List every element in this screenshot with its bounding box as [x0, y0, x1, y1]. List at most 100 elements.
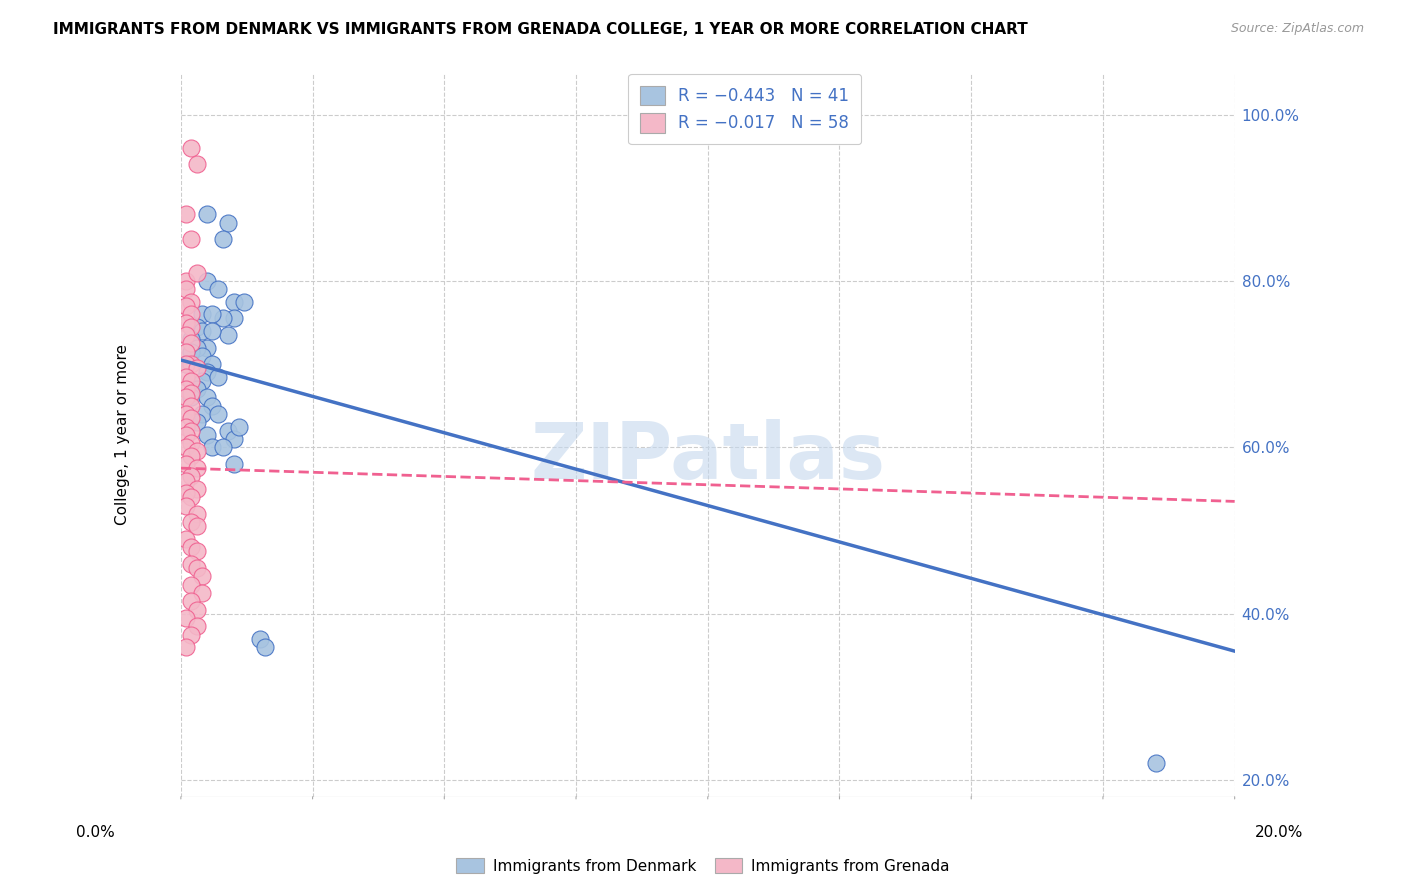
Legend: Immigrants from Denmark, Immigrants from Grenada: Immigrants from Denmark, Immigrants from… — [450, 852, 956, 880]
Point — [180, 294, 202, 309]
Point — [180, 627, 202, 641]
Point — [201, 357, 224, 371]
Point — [180, 577, 202, 591]
Point — [222, 294, 245, 309]
Point — [180, 540, 202, 554]
Point — [174, 391, 197, 405]
Point — [180, 436, 202, 450]
Point — [180, 449, 202, 463]
Point — [212, 232, 235, 246]
Point — [186, 361, 208, 376]
Point — [201, 399, 224, 413]
Point — [207, 282, 229, 296]
Point — [186, 602, 208, 616]
Point — [180, 557, 202, 571]
Point — [174, 440, 197, 454]
Point — [180, 411, 202, 425]
Point — [186, 382, 208, 396]
Point — [180, 332, 202, 346]
Text: Source: ZipAtlas.com: Source: ZipAtlas.com — [1230, 22, 1364, 36]
Point — [186, 341, 208, 355]
Point — [180, 594, 202, 608]
Point — [186, 544, 208, 558]
Point — [174, 357, 197, 371]
Point — [174, 428, 197, 442]
Point — [174, 282, 197, 296]
Point — [174, 369, 197, 384]
Point — [180, 307, 202, 321]
Point — [174, 532, 197, 546]
Text: 20.0%: 20.0% — [1256, 825, 1303, 840]
Point — [195, 428, 218, 442]
Point — [222, 432, 245, 446]
Point — [186, 561, 208, 575]
Point — [186, 482, 208, 496]
Point — [174, 474, 197, 488]
Point — [217, 424, 239, 438]
Point — [191, 407, 214, 421]
Point — [180, 344, 202, 359]
Point — [195, 341, 218, 355]
Point — [191, 307, 214, 321]
Point — [212, 440, 235, 454]
Point — [195, 274, 218, 288]
Point — [191, 586, 214, 600]
Point — [191, 374, 214, 388]
Point — [174, 499, 197, 513]
Point — [201, 440, 224, 454]
Point — [180, 424, 202, 438]
Point — [186, 157, 208, 171]
Point — [174, 419, 197, 434]
Point — [186, 461, 208, 475]
Point — [201, 307, 224, 321]
Point — [180, 399, 202, 413]
Point — [180, 391, 202, 405]
Point — [174, 640, 197, 654]
Text: ZIPatlas: ZIPatlas — [530, 418, 886, 494]
Point — [249, 632, 271, 646]
Point — [180, 336, 202, 351]
Point — [217, 216, 239, 230]
Point — [180, 319, 202, 334]
Point — [174, 299, 197, 313]
Point — [191, 324, 214, 338]
Point — [180, 469, 202, 483]
Point — [180, 232, 202, 246]
Point — [217, 328, 239, 343]
Point — [228, 419, 250, 434]
Point — [174, 407, 197, 421]
Point — [1144, 756, 1167, 771]
Point — [222, 311, 245, 326]
Point — [186, 507, 208, 521]
Point — [191, 349, 214, 363]
Point — [180, 357, 202, 371]
Point — [174, 328, 197, 343]
Point — [195, 391, 218, 405]
Point — [186, 266, 208, 280]
Point — [180, 141, 202, 155]
Point — [186, 519, 208, 533]
Point — [222, 457, 245, 471]
Point — [207, 407, 229, 421]
Point — [195, 207, 218, 221]
Point — [174, 274, 197, 288]
Point — [174, 611, 197, 625]
Point — [180, 515, 202, 529]
Point — [186, 619, 208, 633]
Point — [212, 311, 235, 326]
Point — [254, 640, 277, 654]
Point — [186, 444, 208, 458]
Point — [207, 369, 229, 384]
Legend: R = −0.443   N = 41, R = −0.017   N = 58: R = −0.443 N = 41, R = −0.017 N = 58 — [628, 74, 860, 145]
Point — [191, 569, 214, 583]
Text: IMMIGRANTS FROM DENMARK VS IMMIGRANTS FROM GRENADA COLLEGE, 1 YEAR OR MORE CORRE: IMMIGRANTS FROM DENMARK VS IMMIGRANTS FR… — [53, 22, 1028, 37]
Point — [174, 486, 197, 500]
Point — [195, 366, 218, 380]
Point — [174, 357, 197, 371]
Point — [174, 457, 197, 471]
Point — [186, 319, 208, 334]
Point — [174, 316, 197, 330]
Point — [180, 490, 202, 504]
Point — [174, 207, 197, 221]
Point — [174, 344, 197, 359]
